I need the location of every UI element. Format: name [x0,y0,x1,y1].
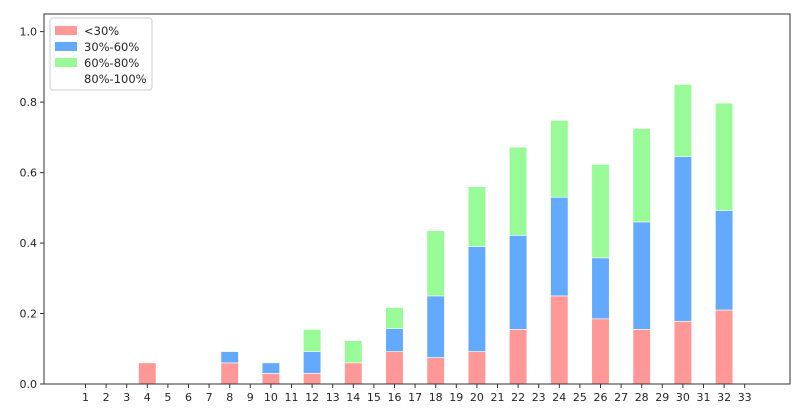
legend-label: 80%-100% [84,72,147,86]
legend-swatch [55,74,77,83]
legend-label: 60%-80% [84,56,139,70]
legend-swatch [55,42,77,51]
bar-segment-1-cat-28 [632,329,651,385]
x-tick-label: 2 [103,391,110,404]
bar-segment-3-cat-16 [385,307,404,329]
legend-frame [49,17,153,91]
y-tick-label: 0.8 [20,96,38,109]
x-tick-label: 13 [326,391,340,404]
legend: <30% 30%-60% 60%-80% 80%-100% [49,17,153,91]
bar-segment-2-cat-30 [673,156,692,322]
bar-segment-2-cat-16 [385,328,404,352]
x-tick-label: 24 [552,391,566,404]
bar-segment-2-cat-20 [467,246,486,352]
x-tick-label: 18 [429,391,443,404]
x-tick-label: 14 [346,391,360,404]
x-tick-label: 19 [449,391,463,404]
x-tick-label: 22 [511,391,525,404]
bar-segment-2-cat-22 [509,234,528,330]
bar-segment-2-cat-8 [220,351,239,364]
x-tick-label: 20 [470,391,484,404]
bar-segment-2-cat-26 [591,257,610,320]
x-tick-label: 1 [82,391,89,404]
bars-layer [138,84,734,385]
bar-segment-1-cat-4 [138,362,157,385]
bar-segment-2-cat-10 [261,362,280,374]
axes-frame [43,13,791,385]
bar-segment-1-cat-8 [220,362,239,385]
x-tick-label: 6 [185,391,192,404]
y-tick-label: 0.0 [20,378,38,391]
x-tick-label: 16 [388,391,402,404]
bar-segment-1-cat-16 [385,351,404,385]
bar-segment-1-cat-32 [715,309,734,385]
x-tick-label: 8 [226,391,233,404]
bar-segment-3-cat-32 [715,102,734,211]
bar-segment-3-cat-22 [509,146,528,236]
x-tick-label: 30 [676,391,690,404]
x-tick-label: 11 [285,391,299,404]
legend-label: 30%-60% [84,40,139,54]
x-tick-label: 15 [367,391,381,404]
bar-segment-3-cat-12 [303,329,322,352]
bar-segment-1-cat-18 [426,357,445,385]
legend-swatch [55,58,77,67]
bar-segment-3-cat-28 [632,128,651,223]
legend-label: <30% [84,24,119,38]
bar-segment-2-cat-28 [632,221,651,330]
bar-segment-3-cat-26 [591,164,610,259]
legend-swatch [55,26,77,35]
x-tick-label: 10 [264,391,278,404]
y-axis: 0.0 0.2 0.4 0.6 0.8 1.0 [20,26,44,391]
bar-segment-3-cat-20 [467,186,486,247]
x-tick-label: 9 [247,391,254,404]
y-tick-label: 1.0 [20,26,38,39]
x-tick-label: 26 [594,391,608,404]
x-tick-label: 32 [717,391,731,404]
bar-segment-2-cat-24 [550,196,569,297]
x-tick-label: 17 [408,391,422,404]
x-tick-label: 25 [573,391,587,404]
y-tick-label: 0.2 [20,308,38,321]
bar-segment-3-cat-18 [426,230,445,297]
x-axis: 1 2 3 4 5 6 7 8 9 10 11 12 13 14 15 16 17 18 19 20 21 22 23 24 2… [82,384,752,404]
bar-segment-1-cat-14 [344,362,363,385]
x-tick-label: 31 [697,391,711,404]
x-tick-label: 3 [123,391,130,404]
bar-segment-1-cat-12 [303,373,322,385]
bar-segment-1-cat-30 [673,320,692,385]
x-tick-label: 29 [655,391,669,404]
x-tick-label: 33 [738,391,752,404]
x-tick-label: 5 [164,391,171,404]
bar-segment-2-cat-32 [715,210,734,311]
x-tick-label: 27 [614,391,628,404]
bar-segment-2-cat-18 [426,295,445,358]
bar-segment-1-cat-20 [467,351,486,385]
x-tick-label: 7 [206,391,213,404]
y-tick-label: 0.6 [20,167,38,180]
bar-segment-2-cat-12 [303,351,322,374]
bar-segment-3-cat-14 [344,340,363,364]
bar-segment-1-cat-26 [591,318,610,385]
x-tick-label: 4 [144,391,151,404]
bar-segment-1-cat-10 [261,373,280,385]
bar-segment-3-cat-30 [673,84,692,158]
x-tick-label: 21 [491,391,505,404]
bar-segment-1-cat-22 [509,329,528,385]
bar-segment-3-cat-24 [550,120,569,198]
x-tick-label: 28 [635,391,649,404]
y-tick-label: 0.4 [20,237,38,250]
x-tick-label: 23 [532,391,546,404]
x-tick-label: 12 [305,391,319,404]
bar-segment-1-cat-24 [550,295,569,385]
